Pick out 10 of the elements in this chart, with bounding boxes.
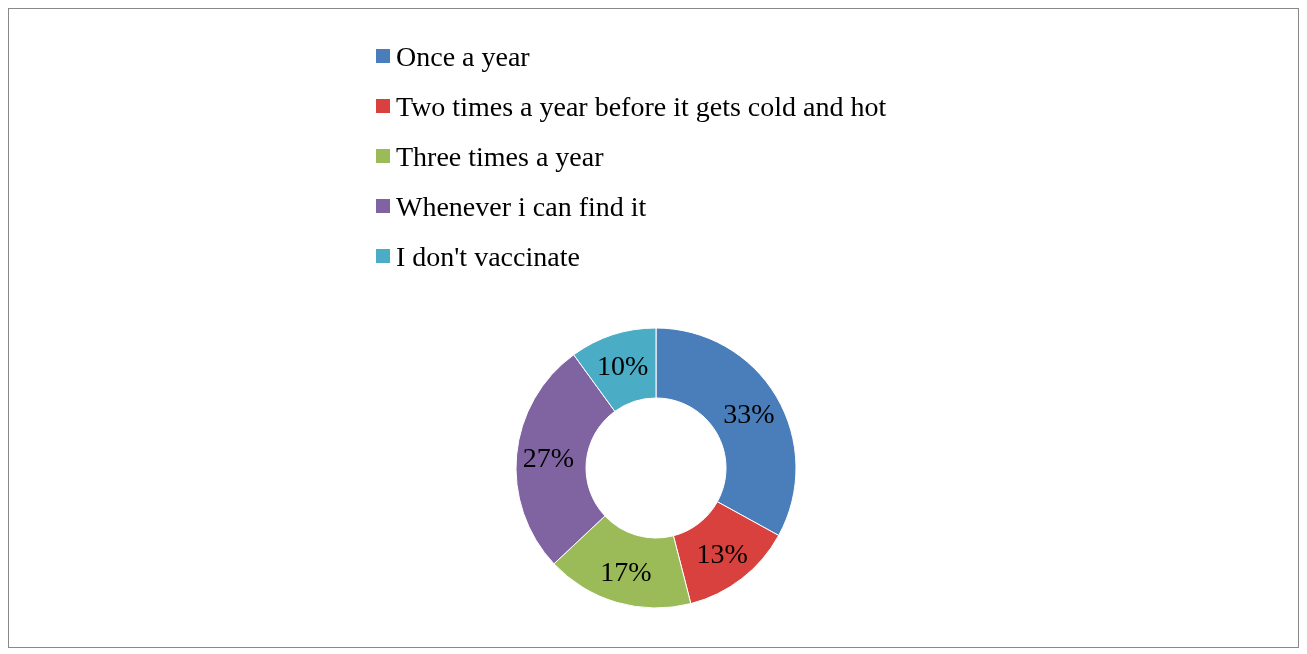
legend-label: Whenever i can find it <box>396 190 647 222</box>
legend-label: I don't vaccinate <box>396 240 580 272</box>
data-label: 33% <box>723 397 775 429</box>
data-label: 17% <box>600 556 652 588</box>
data-label: 13% <box>696 537 748 569</box>
legend-label: Once a year <box>396 40 531 72</box>
data-label: 27% <box>522 442 575 474</box>
legend-label: Two times a year before it gets cold and hot <box>396 90 887 122</box>
legend-label: Three times a year <box>396 140 605 172</box>
data-label: 10% <box>596 349 649 381</box>
